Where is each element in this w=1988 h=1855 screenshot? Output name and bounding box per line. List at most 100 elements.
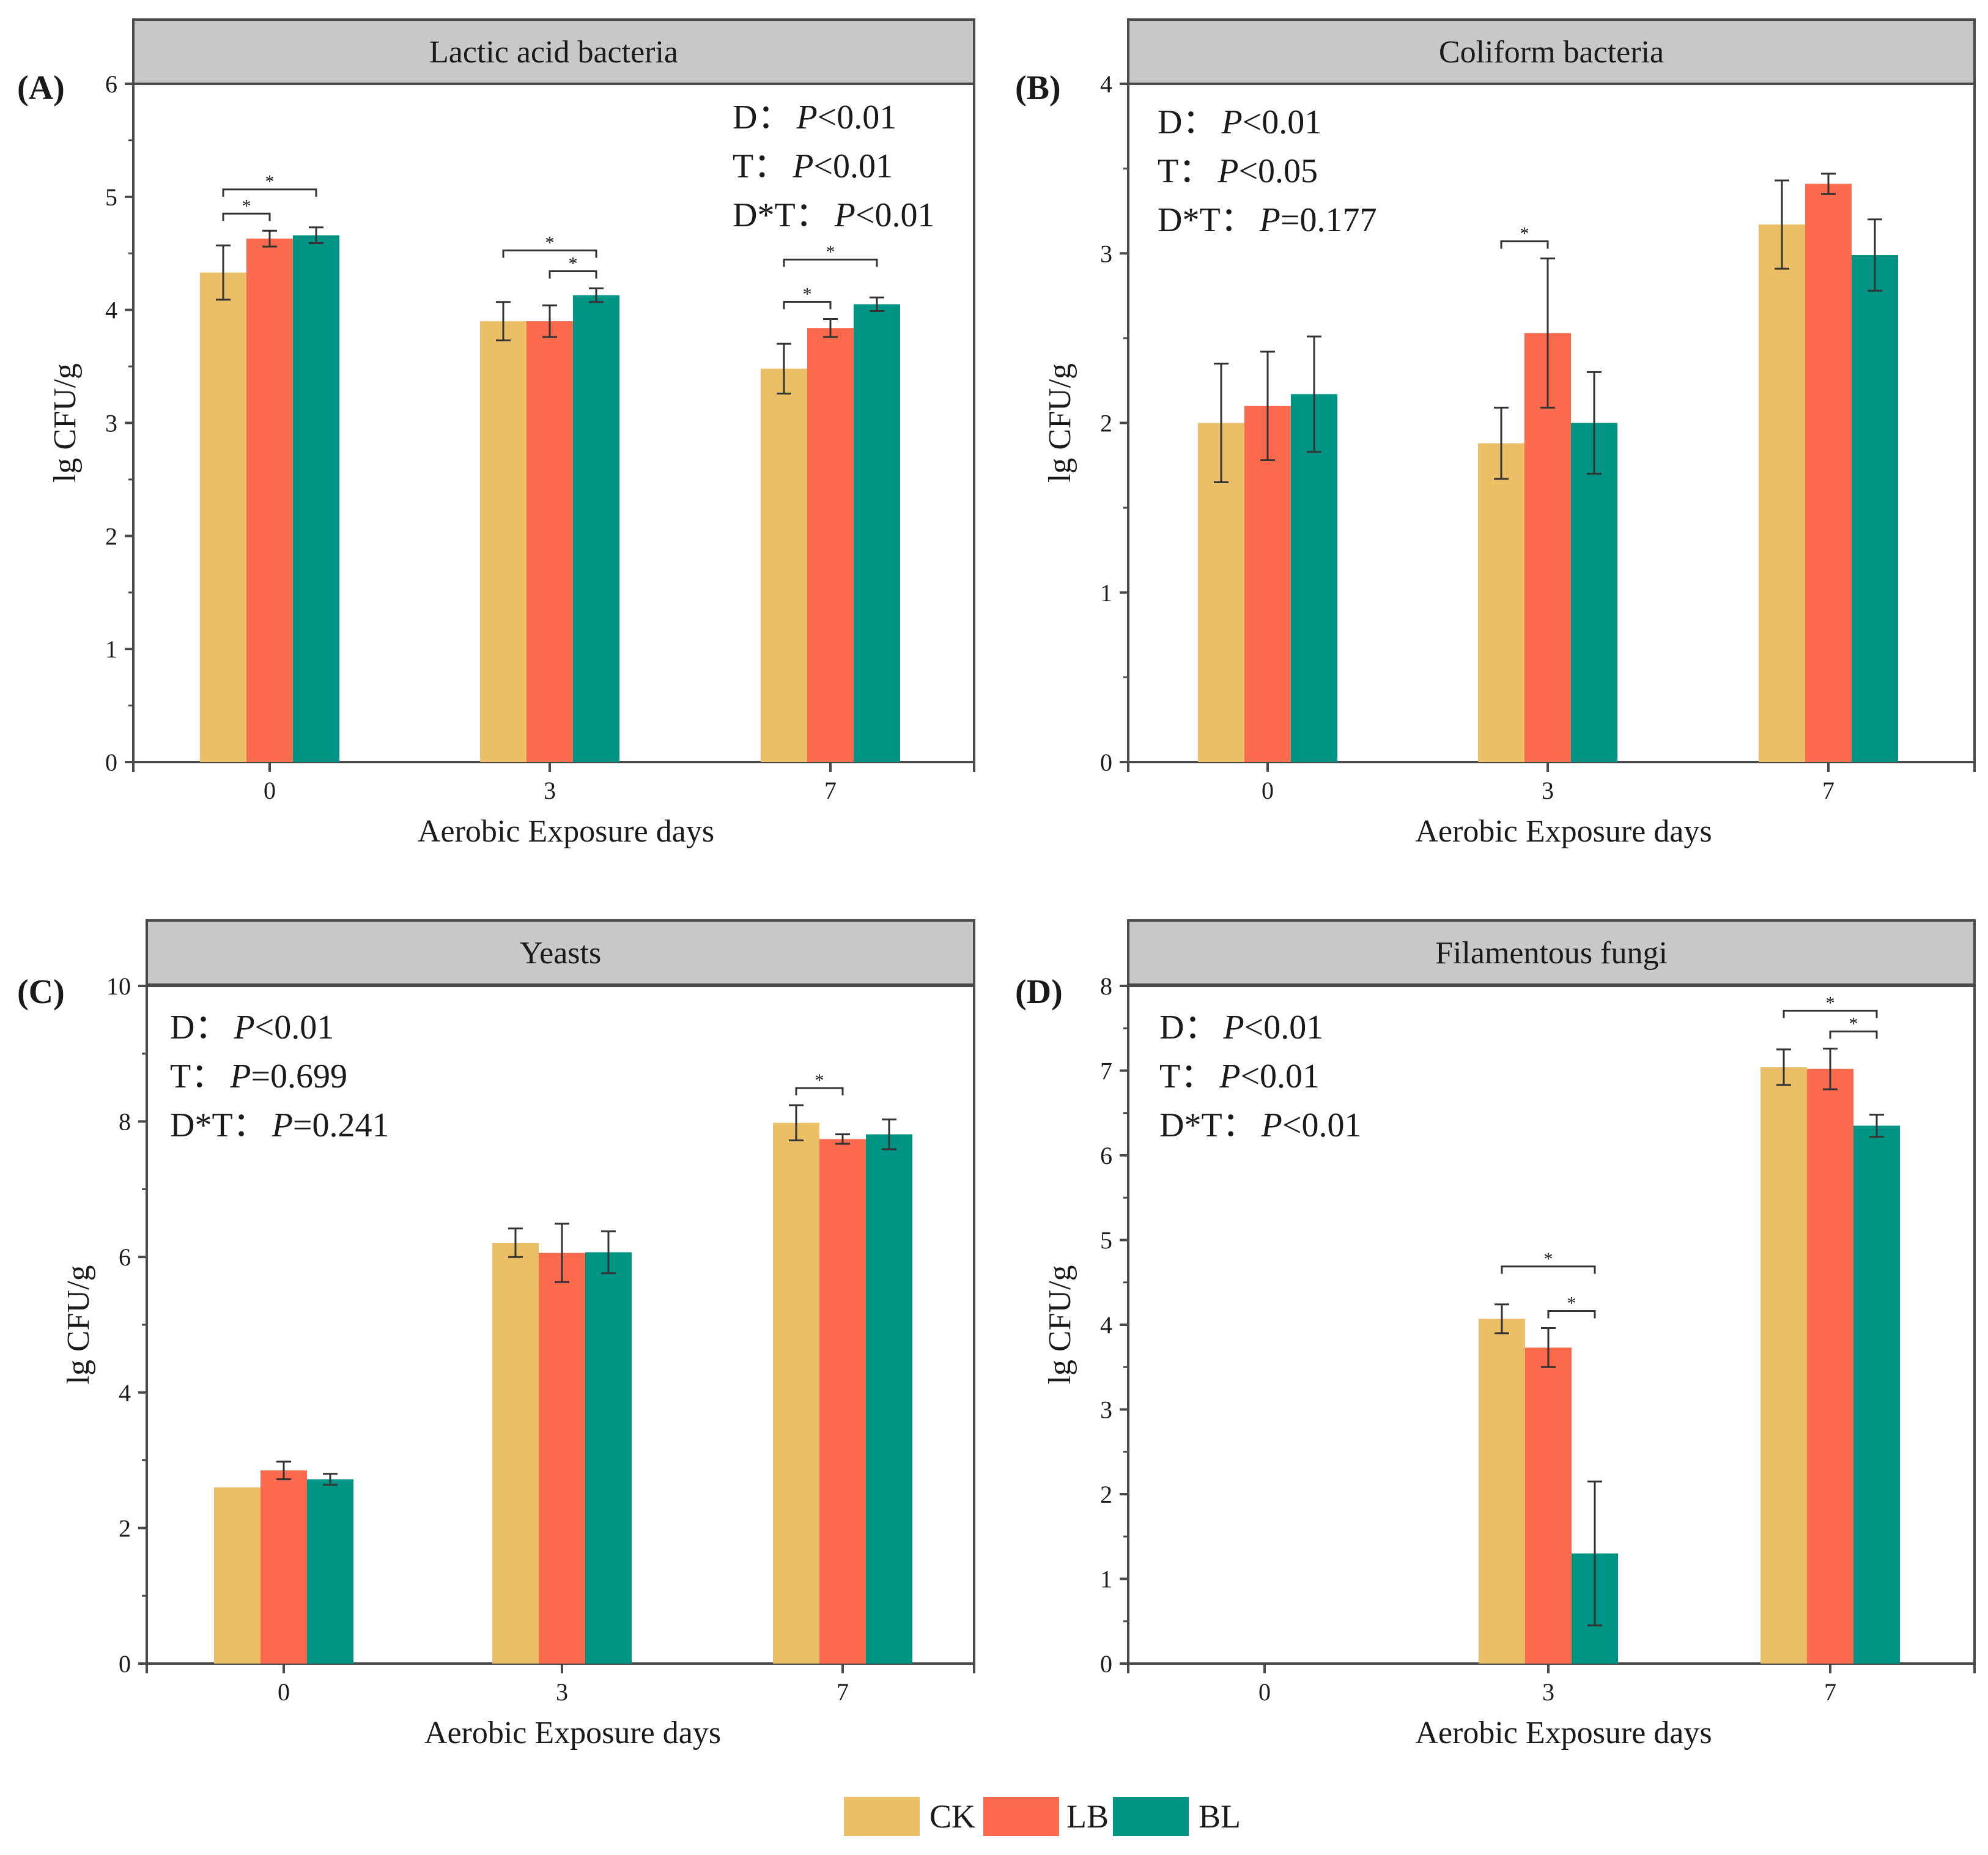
bar-lb-day-0 — [261, 1470, 307, 1664]
y-tick-label: 2 — [119, 1514, 131, 1542]
y-tick-label: 1 — [1100, 1566, 1112, 1593]
bar-ck-day-7 — [761, 368, 807, 762]
y-tick-label: 2 — [105, 522, 117, 550]
bar-lb-day-0 — [1244, 405, 1291, 762]
bar-bl-day-3 — [573, 295, 619, 763]
y-axis-title: lg CFU/g — [1043, 1265, 1077, 1384]
legend-label-ck: CK — [929, 1798, 975, 1835]
bar-ck-day-3 — [1479, 1319, 1525, 1664]
significance-star: * — [545, 233, 555, 253]
significance-star: * — [803, 284, 812, 304]
x-tick-label: 0 — [1262, 777, 1274, 804]
y-axis-title: lg CFU/g — [61, 1265, 96, 1384]
y-tick-label: 2 — [1100, 410, 1112, 437]
y-axis-title: lg CFU/g — [48, 363, 83, 483]
bar-lb-day-3 — [539, 1253, 585, 1664]
y-tick-label: 10 — [106, 972, 131, 1000]
bar-bl-day-7 — [854, 304, 900, 762]
x-tick-label: 0 — [264, 777, 276, 804]
panel-label: (C) — [17, 973, 65, 1011]
y-tick-label: 4 — [119, 1379, 131, 1407]
legend-swatch-ck — [844, 1797, 920, 1836]
chart-title: Coliform bacteria — [1439, 35, 1664, 70]
bar-bl-day-7 — [866, 1134, 912, 1664]
significance-bracket — [1783, 1009, 1878, 1018]
x-tick-label: 7 — [824, 777, 837, 804]
y-tick-label: 0 — [119, 1650, 131, 1678]
significance-star: * — [1826, 993, 1835, 1013]
stat-line: T： P<0.01 — [1159, 1057, 1320, 1095]
y-tick-label: 5 — [1100, 1227, 1112, 1254]
x-axis-title: Aerobic Exposure days — [418, 814, 714, 849]
y-tick-label: 1 — [1100, 579, 1112, 607]
y-tick-label: 7 — [1100, 1057, 1112, 1085]
bar-bl-day-0 — [1291, 394, 1337, 762]
bar-bl-day-7 — [1852, 255, 1898, 763]
legend-swatch-bl — [1113, 1797, 1189, 1836]
panel-c: Yeasts (C) 0 2 4 6 8 10 0 3 7 Aerobic Exposure days… — [17, 919, 975, 1750]
bar-lb-day-7 — [807, 328, 854, 762]
title-strip — [1127, 919, 1976, 986]
stat-line: D： P<0.01 — [1158, 103, 1321, 141]
x-tick-label: 3 — [544, 777, 556, 804]
legend-label-lb: LB — [1066, 1798, 1109, 1835]
stat-line: T： P<0.05 — [1158, 152, 1318, 190]
bar-bl-day-0 — [307, 1479, 353, 1664]
stat-line: D： P<0.01 — [733, 98, 896, 136]
legend-label-bl: BL — [1199, 1798, 1241, 1835]
significance-bracket — [795, 1087, 844, 1096]
bar-ck-day-3 — [1478, 443, 1524, 762]
x-tick-label: 3 — [1542, 1678, 1554, 1706]
bar-ck-day-7 — [773, 1122, 819, 1664]
bar-ck-day-3 — [492, 1242, 539, 1664]
bar-lb-day-7 — [819, 1139, 866, 1664]
x-tick-label: 7 — [837, 1678, 849, 1706]
y-tick-label: 8 — [119, 1108, 131, 1136]
bar-lb-day-7 — [1805, 183, 1852, 762]
stat-line: D： P<0.01 — [1159, 1009, 1323, 1046]
y-tick-label: 6 — [105, 70, 117, 98]
bar-lb-day-7 — [1807, 1068, 1853, 1664]
y-axis-title: lg CFU/g — [1043, 363, 1077, 483]
stat-line: D*T： P=0.177 — [1158, 201, 1376, 239]
chart-title: Filamentous fungi — [1435, 936, 1668, 971]
panel-label: (A) — [17, 69, 65, 107]
legend-swatch-lb — [983, 1797, 1059, 1836]
bar-ck-day-3 — [480, 321, 527, 762]
bar-ck-day-7 — [1759, 224, 1805, 762]
panel-label: (D) — [1015, 973, 1063, 1011]
y-tick-label: 1 — [105, 635, 117, 663]
y-tick-label: 6 — [119, 1243, 131, 1271]
chart-title: Yeasts — [520, 936, 601, 971]
y-tick-label: 6 — [1100, 1142, 1112, 1169]
y-tick-label: 4 — [105, 297, 117, 324]
significance-star: * — [815, 1070, 824, 1090]
stat-line: D*T： P<0.01 — [1159, 1106, 1361, 1144]
chart-title: Lactic acid bacteria — [429, 35, 678, 70]
significance-bracket — [783, 258, 878, 267]
stat-line: D*T： P<0.01 — [733, 196, 934, 234]
title-strip — [1127, 18, 1976, 85]
y-tick-label: 0 — [1100, 1650, 1112, 1678]
significance-star: * — [569, 254, 578, 274]
significance-star: * — [826, 242, 835, 262]
y-tick-label: 4 — [1100, 1311, 1112, 1339]
bar-lb-day-3 — [1525, 1347, 1572, 1664]
significance-star: * — [1544, 1249, 1553, 1269]
bar-lb-day-0 — [246, 239, 293, 762]
x-axis-title: Aerobic Exposure days — [424, 1716, 721, 1750]
x-tick-label: 7 — [1824, 1678, 1836, 1706]
significance-bracket — [1500, 240, 1549, 249]
x-tick-label: 0 — [278, 1678, 290, 1706]
significance-bracket — [1547, 1310, 1596, 1319]
x-tick-label: 3 — [1542, 777, 1554, 804]
bar-ck-day-0 — [214, 1487, 261, 1664]
significance-bracket — [222, 212, 271, 221]
significance-bracket — [1829, 1030, 1878, 1039]
significance-star: * — [1849, 1013, 1858, 1034]
significance-bracket — [549, 270, 597, 279]
title-strip — [132, 18, 975, 85]
stat-line: D： P<0.01 — [170, 1009, 334, 1046]
panel-d: Filamentous fungi (D) 0 1 2 3 4 5 6 7 8 0 3 7 Aerobic … — [1015, 919, 1976, 1750]
